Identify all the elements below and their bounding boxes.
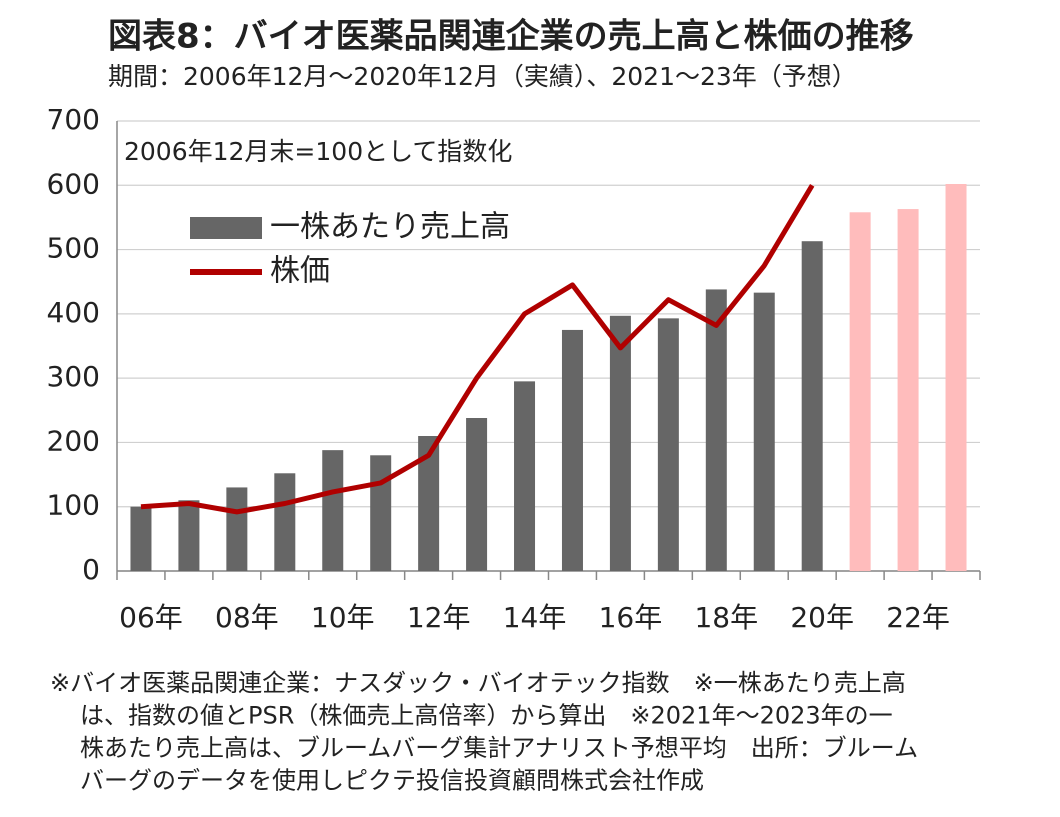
- bar: [753, 292, 775, 571]
- footnote: 株あたり売上高は、ブルームバーグ集計アナリスト予想平均 出所：ブルーム: [80, 734, 918, 762]
- x-tick-label: 22年: [886, 601, 950, 634]
- y-tick-label: 300: [47, 360, 100, 393]
- y-tick-label: 400: [47, 296, 100, 329]
- legend-swatch: [190, 217, 262, 239]
- x-tick-label: 10年: [311, 601, 375, 634]
- y-tick-label: 200: [47, 424, 100, 457]
- x-tick-label: 14年: [503, 601, 567, 634]
- bar: [466, 418, 488, 571]
- bar: [418, 436, 440, 571]
- x-tick-label: 18年: [694, 601, 758, 634]
- bar: [514, 381, 536, 571]
- bar: [274, 473, 296, 571]
- x-tick-label: 12年: [407, 601, 471, 634]
- bar: [561, 329, 583, 571]
- bar: [322, 450, 344, 571]
- bar: [178, 500, 200, 571]
- legend-label: 一株あたり売上高: [270, 210, 510, 245]
- y-tick-label: 100: [47, 489, 100, 522]
- footnote: ※バイオ医薬品関連企業：ナスダック・バイオテック指数 ※一株あたり売上高: [50, 669, 906, 697]
- bar: [897, 209, 919, 572]
- footnote: は、指数の値とPSR（株価売上高倍率）から算出 ※2021年～2023年の一: [80, 702, 893, 730]
- x-tick-label: 16年: [599, 601, 663, 634]
- bar: [801, 241, 823, 571]
- y-tick-label: 600: [47, 167, 100, 200]
- bar: [657, 318, 679, 571]
- chart-title: 図表8：バイオ医薬品関連企業の売上高と株価の推移: [108, 17, 914, 57]
- bar: [130, 506, 152, 571]
- y-tick-label: 0: [82, 553, 100, 586]
- x-tick-label: 20年: [790, 601, 854, 634]
- footnote: バーグのデータを使用しピクテ投信投資顧問株式会社作成: [80, 767, 704, 795]
- line: [140, 184, 815, 515]
- bar: [705, 289, 727, 571]
- chart-subtitle: 期間：2006年12月～2020年12月（実績）、2021～23年（予想）: [108, 62, 857, 91]
- annotation: 2006年12月末=100として指数化: [124, 137, 512, 166]
- y-tick-label: 700: [47, 103, 100, 136]
- bar: [370, 455, 392, 571]
- bar: [945, 184, 967, 571]
- bar: [849, 212, 871, 572]
- y-tick-label: 500: [47, 232, 100, 265]
- legend-label: 株価: [270, 254, 330, 289]
- bar: [226, 487, 248, 571]
- x-tick-label: 08年: [215, 601, 279, 634]
- bar: [609, 315, 631, 571]
- x-tick-label: 06年: [119, 601, 183, 634]
